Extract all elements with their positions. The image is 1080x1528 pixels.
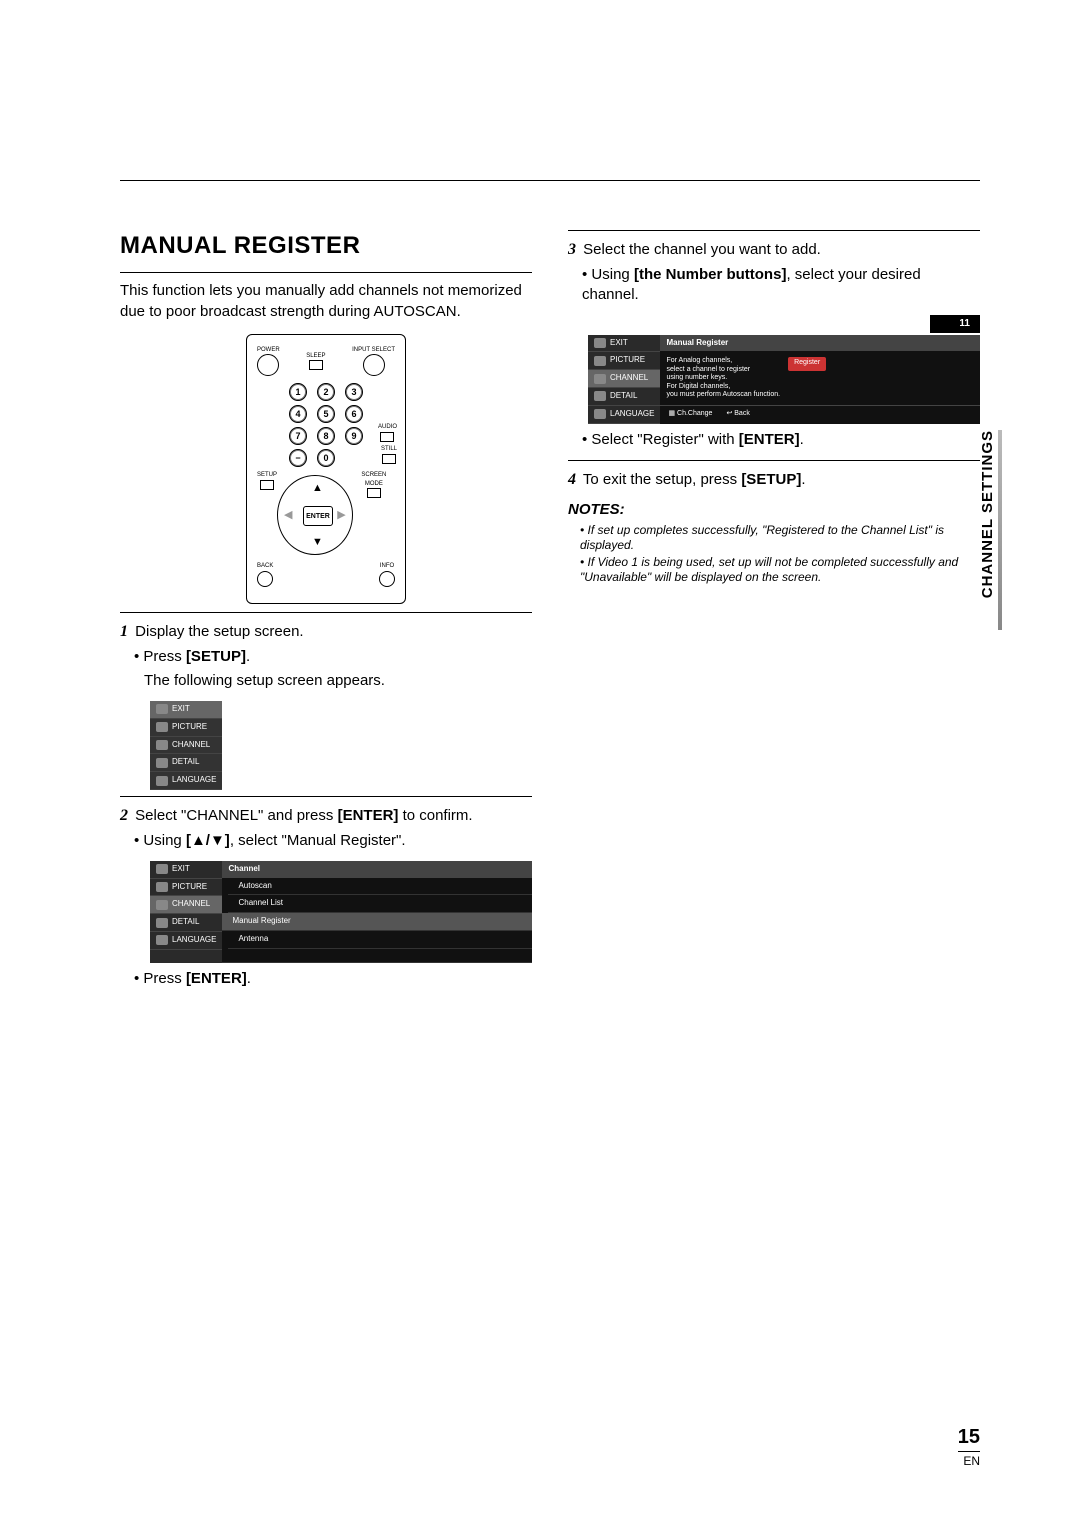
step-3a: Using [the Number buttons], select your …	[582, 265, 980, 306]
step-2a: Using [▲/▼], select "Manual Register".	[134, 831, 532, 851]
step-1a: Press [SETUP].	[134, 647, 532, 667]
register-button: Register	[788, 357, 826, 371]
note-1: If set up completes successfully, "Regis…	[580, 523, 980, 553]
intro: This function lets you manually add chan…	[120, 281, 532, 322]
page-number: 15	[958, 1426, 980, 1449]
osd-menu-3-wrap: 11 EXIT PICTURE CHANNEL DETAIL LANGUAGE …	[588, 315, 980, 423]
remote-illustration: POWER SLEEP INPUT SELECT 1 2 3 4 5 6 7 8…	[246, 334, 406, 604]
side-tab-decoration	[998, 430, 1002, 630]
title: MANUAL REGISTER	[120, 230, 532, 262]
page-footer: 15 EN	[958, 1426, 980, 1468]
step-1b: The following setup screen appears.	[144, 671, 532, 691]
note-2: If Video 1 is being used, set up will no…	[580, 555, 980, 585]
step-2b: Press [ENTER].	[134, 969, 532, 989]
right-column: 3 Select the channel you want to add. Us…	[568, 230, 980, 989]
step-3: 3 Select the channel you want to add.	[568, 239, 980, 261]
channel-number: 11	[930, 315, 980, 333]
notes-heading: NOTES:	[568, 500, 980, 520]
osd-menu-1: EXIT PICTURE CHANNEL DETAIL LANGUAGE	[150, 701, 222, 790]
side-tab: CHANNEL SETTINGS	[979, 430, 996, 598]
step-2: 2 Select "CHANNEL" and press [ENTER] to …	[120, 805, 532, 827]
osd-menu-2: EXIT PICTURE CHANNEL DETAIL LANGUAGE Cha…	[150, 861, 532, 963]
step-4: 4 To exit the setup, press [SETUP].	[568, 469, 980, 491]
page-lang: EN	[958, 1454, 980, 1468]
step-1: 1 Display the setup screen.	[120, 621, 532, 643]
step-3b: Select "Register" with [ENTER].	[582, 430, 980, 450]
osd-register-text: For Analog channels, select a channel to…	[666, 357, 780, 399]
left-column: MANUAL REGISTER This function lets you m…	[120, 230, 532, 989]
osd-menu-3: EXIT PICTURE CHANNEL DETAIL LANGUAGE Man…	[588, 335, 980, 424]
